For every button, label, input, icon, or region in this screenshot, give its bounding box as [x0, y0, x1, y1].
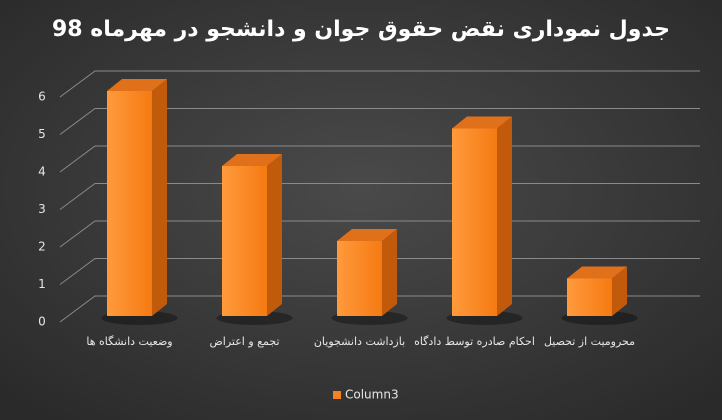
x-tick-label: وضعیت دانشگاه ها — [86, 335, 173, 348]
bar-front — [567, 278, 612, 316]
y-tick-label: 1 — [38, 277, 46, 291]
bar-top — [222, 154, 282, 166]
x-tick-label-box: وضعیت دانشگاه ها — [86, 335, 173, 348]
bar — [561, 266, 638, 325]
bar-side — [612, 266, 627, 316]
x-tick-label: محرومیت از تحصیل — [543, 335, 636, 348]
bar-front — [452, 128, 497, 316]
legend-swatch — [333, 391, 341, 399]
y-tick-label: 0 — [38, 315, 46, 329]
bar-front — [222, 166, 267, 316]
x-tick-label-box: تجمع و اعتراض — [209, 335, 280, 348]
bar-side — [267, 154, 282, 316]
bar-top — [567, 266, 627, 279]
grid-line — [59, 70, 700, 98]
bar — [101, 79, 178, 325]
bar — [216, 154, 293, 325]
y-tick-label: 2 — [38, 240, 46, 254]
x-tick-label: تجمع و اعتراض — [209, 335, 280, 348]
y-tick-label: 4 — [38, 165, 46, 179]
bar-front — [107, 91, 152, 316]
bar — [446, 116, 523, 325]
bar-top — [107, 79, 167, 91]
bar-front — [337, 241, 382, 316]
grid-line — [59, 108, 700, 135]
x-tick-label-box: محرومیت از تحصیل — [543, 335, 636, 348]
bar-side — [382, 229, 397, 316]
legend-label: Column3 — [345, 388, 399, 402]
bar-top — [452, 116, 512, 129]
y-tick-label: 5 — [38, 127, 46, 141]
x-tick-label-box: احکام صادره توسط دادگاه — [414, 335, 535, 348]
x-tick-label: احکام صادره توسط دادگاه — [414, 335, 535, 348]
x-tick-label-box: بازداشت دانشجویان — [313, 335, 406, 348]
chart-title: جدول نموداری نقض حقوق جوان و دانشجو در م… — [52, 17, 670, 42]
y-tick-label: 3 — [38, 202, 46, 216]
bar-top — [337, 229, 397, 241]
bar — [331, 229, 408, 325]
y-tick-label: 6 — [38, 90, 46, 104]
x-tick-label: بازداشت دانشجویان — [313, 335, 406, 348]
bar-side — [497, 116, 512, 316]
bar-side — [152, 79, 167, 316]
